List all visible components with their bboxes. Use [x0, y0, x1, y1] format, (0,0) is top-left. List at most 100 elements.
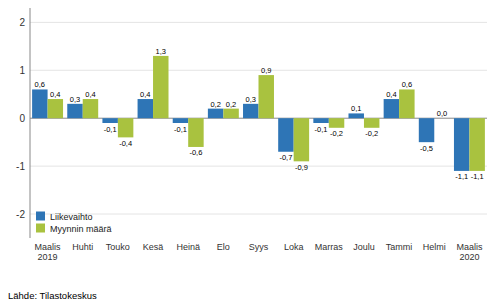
data-label: -0,2 [365, 129, 378, 138]
y-tick-label: -2 [16, 209, 25, 220]
data-label: 0,6 [35, 80, 45, 89]
y-axis-line [30, 8, 31, 238]
data-label: 0,4 [386, 90, 396, 99]
data-label: -0,1 [315, 125, 328, 134]
data-label: 0,3 [70, 95, 80, 104]
x-tick-line: Heinä [176, 242, 200, 252]
data-label: 0,0 [437, 109, 447, 118]
bar [67, 104, 82, 118]
x-tick-label: Heinä [176, 242, 200, 252]
bar [173, 118, 188, 123]
bar [138, 99, 153, 118]
data-label: 0,4 [50, 90, 60, 99]
y-tick-label: 1 [19, 65, 25, 76]
grid-line [30, 22, 487, 23]
data-label: 1,3 [156, 47, 166, 56]
x-tick-line: Marras [315, 242, 344, 252]
x-tick-label: Syys [249, 242, 269, 252]
x-ticks: Maalis2019HuhtiToukoKesäHeinäEloSyysLoka… [35, 242, 483, 262]
x-tick-line: Maalis [35, 242, 62, 252]
data-label: 0,1 [351, 104, 361, 113]
data-label: 0,2 [226, 100, 236, 109]
bar [208, 109, 223, 119]
data-label: -1,1 [455, 172, 468, 181]
x-tick-line: 2019 [38, 252, 58, 262]
x-tick-label: Touko [106, 242, 130, 252]
data-labels: 0,6 0,3 -0,1 0,4 -0,1 0,2 0,3 -0,7 -0,1 0,1 0,4 -0,… [35, 47, 484, 182]
bar [153, 56, 168, 118]
x-tick-line: Joulu [353, 242, 375, 252]
data-label: 0,6 [402, 80, 412, 89]
data-label: 0,3 [246, 95, 256, 104]
x-tick-label: Helmi [423, 242, 446, 252]
x-tick-line: Helmi [423, 242, 446, 252]
bar [419, 118, 434, 142]
bar [259, 75, 274, 118]
bar [384, 99, 399, 118]
y-ticks: -2-1012 [16, 17, 25, 220]
x-tick-line: Tammi [386, 242, 413, 252]
legend: Liikevaihto Myynnin määrä [36, 212, 112, 234]
y-tick-label: -1 [16, 161, 25, 172]
bars [32, 56, 485, 171]
legend-swatch [36, 212, 45, 221]
chart-container: -2-10120,60,3-0,10,4-0,10,20,3-0,7-0,10,… [0, 0, 493, 304]
x-tick-label: Maalis2020 [456, 242, 483, 262]
data-label: 0,9 [261, 66, 271, 75]
bar [329, 118, 344, 128]
chart-svg: -2-10120,60,3-0,10,4-0,10,20,3-0,7-0,10,… [0, 0, 493, 304]
bar [313, 118, 328, 123]
x-tick-line: Syys [249, 242, 269, 252]
data-label: 0,4 [140, 90, 150, 99]
x-tick-label: Tammi [386, 242, 413, 252]
legend-label: Liikevaihto [50, 212, 93, 222]
data-label: -0,6 [189, 148, 202, 157]
data-label: -0,1 [104, 125, 117, 134]
bar [188, 118, 203, 147]
data-label: -0,2 [330, 129, 343, 138]
bar [364, 118, 379, 128]
bar [348, 113, 363, 118]
bar [278, 118, 293, 152]
grid-line [30, 214, 487, 215]
x-tick-label: Maalis2019 [35, 242, 62, 262]
x-tick-line: Kesä [143, 242, 164, 252]
data-label: -0,4 [119, 139, 132, 148]
background [0, 0, 493, 304]
y-tick-label: 0 [19, 113, 25, 124]
grid-line [30, 70, 487, 71]
x-tick-line: Loka [284, 242, 304, 252]
grid-line [30, 166, 487, 167]
legend-swatch [36, 224, 45, 233]
source-text: Lähde: Tilastokeskus [8, 290, 97, 301]
data-label: 0,4 [85, 90, 95, 99]
x-tick-line: Maalis [456, 242, 483, 252]
bar [243, 104, 258, 118]
bar [454, 118, 469, 171]
bar [118, 118, 133, 137]
x-tick-label: Kesä [143, 242, 164, 252]
bar [469, 118, 484, 171]
x-tick-line: Touko [106, 242, 130, 252]
bar [294, 118, 309, 161]
x-tick-label: Huhti [72, 242, 93, 252]
data-label: -0,5 [420, 144, 433, 153]
bar [32, 89, 47, 118]
grid [30, 22, 487, 214]
x-tick-label: Joulu [353, 242, 375, 252]
x-tick-label: Elo [217, 242, 230, 252]
x-tick-line: Huhti [72, 242, 93, 252]
x-tick-line: Elo [217, 242, 230, 252]
data-label: -1,1 [471, 172, 484, 181]
bar [399, 89, 414, 118]
bar [83, 99, 98, 118]
data-label: 0,2 [210, 100, 220, 109]
data-label: -0,9 [295, 163, 308, 172]
legend-label: Myynnin määrä [50, 224, 112, 234]
bar [48, 99, 63, 118]
x-tick-line: 2020 [459, 252, 479, 262]
x-tick-label: Loka [284, 242, 304, 252]
x-tick-label: Marras [315, 242, 344, 252]
data-label: -0,1 [174, 125, 187, 134]
data-label: -0,7 [279, 153, 292, 162]
